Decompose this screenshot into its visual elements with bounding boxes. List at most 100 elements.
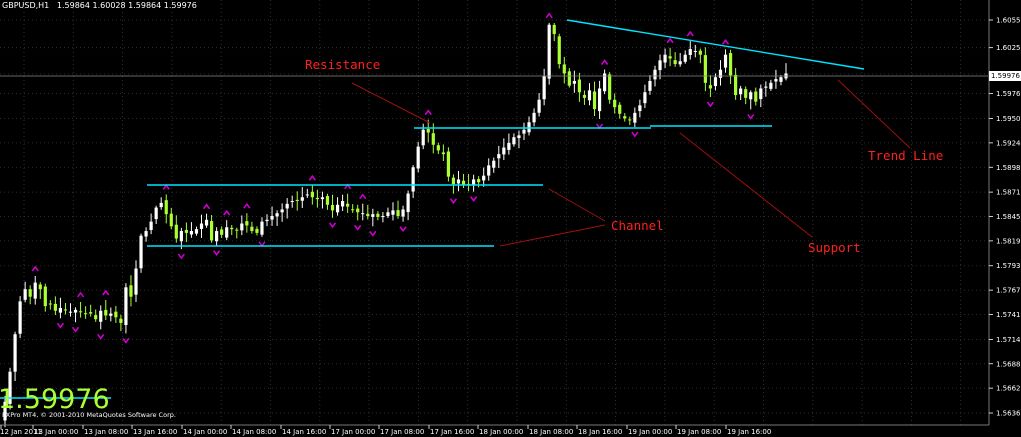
x-tick-label: 13 Jan 00:00 [34,428,78,436]
y-tick-label: 1.56625 [996,385,1021,393]
x-tick-label: 19 Jan 16:00 [727,428,771,436]
candle-body [134,268,138,295]
x-tick-label: 17 Jan 16:00 [430,428,474,436]
candle-body [739,88,743,95]
x-tick-label: 12 Jan 2011 [0,428,42,436]
fractal-up-marker [243,202,251,209]
candle-body [406,193,410,213]
candle-body [618,104,622,114]
y-tick-label: 1.58715 [996,189,1021,197]
fractal-down-marker [747,113,755,120]
fractal-down-marker [258,241,266,248]
fractal-up-marker [76,291,85,298]
candle-body [114,311,118,318]
x-tick-label: 19 Jan 08:00 [677,428,721,436]
drawn-lines[interactable] [0,19,988,399]
candle-body [8,371,12,404]
candle-body [537,99,541,113]
candle-body [119,318,123,323]
candle-body [346,203,350,207]
candle-body [653,69,657,80]
fractal-down-marker [449,198,458,205]
candle-body [547,24,551,79]
candle-body [557,36,561,65]
fractal-down-marker [328,222,337,229]
candle-body [351,209,355,211]
candle-body [199,223,204,229]
x-tick-label: 17 Jan 08:00 [380,428,424,436]
candle-body [371,214,375,217]
trend-line[interactable] [566,19,865,70]
candle-body [567,71,571,86]
candle-body [663,54,667,63]
fractal-down-marker [369,230,377,237]
y-tick-label: 1.58195 [996,237,1021,245]
candle-body [522,129,526,134]
fractal-markers [31,12,755,344]
candle-body [441,152,445,155]
candle-body [759,88,763,100]
fractal-down-marker [631,131,639,138]
candle-body [587,90,592,101]
candle-body [517,135,521,139]
candle-body [280,209,284,213]
candle-body [678,61,682,65]
candle-body [603,73,607,92]
fractal-down-marker [71,326,80,333]
fractal-down-marker [56,322,65,329]
candle-body [230,227,234,230]
candle-body [89,312,93,314]
candle-body [577,79,582,93]
candle-body [104,309,108,316]
candle-body [209,221,214,241]
candle-body [658,60,662,71]
candle-body [169,213,173,227]
fractal-up-marker [162,184,170,190]
candle-body [68,311,73,313]
candle-body [340,201,345,207]
candle-body [73,309,78,313]
fractal-up-marker [424,109,432,116]
candle-body [335,204,340,213]
support-label: Support [808,240,861,255]
candle-body [189,231,194,235]
candle-body [411,167,415,192]
y-tick-label: 1.58980 [996,164,1021,172]
candle-body [683,54,687,62]
candle-body [728,53,733,76]
candle-body [633,112,637,123]
candle-body [315,197,319,200]
candle-body [623,116,627,119]
candle-body [295,199,299,202]
fractal-down-marker [706,101,715,108]
candle-body [497,154,501,159]
fractal-up-marker [666,37,674,44]
candle-body [78,311,83,313]
candle-body [421,129,425,146]
candle-body [774,79,778,82]
candle-body [184,229,188,233]
candle-body [270,216,274,220]
candle-body [376,213,380,217]
candle-body [532,112,536,123]
candle-body [492,160,496,168]
y-tick-label: 1.58455 [996,213,1021,221]
candle-body [597,88,602,112]
candle-body [99,310,103,322]
candle-body [240,223,244,231]
candle-body [43,286,47,307]
resistance-pointer [351,82,431,124]
candle-body [613,99,617,108]
candle-body [698,50,702,55]
candle-body [164,200,168,215]
y-tick-label: 1.57145 [996,336,1021,344]
candle-body [562,64,566,74]
candle-body [215,231,219,242]
candle-body [693,50,697,52]
symbol-timeframe: GBPUSD,H1 [2,1,50,10]
fractal-down-marker [469,196,478,202]
candle-body [754,91,758,102]
candle-body [94,315,98,320]
